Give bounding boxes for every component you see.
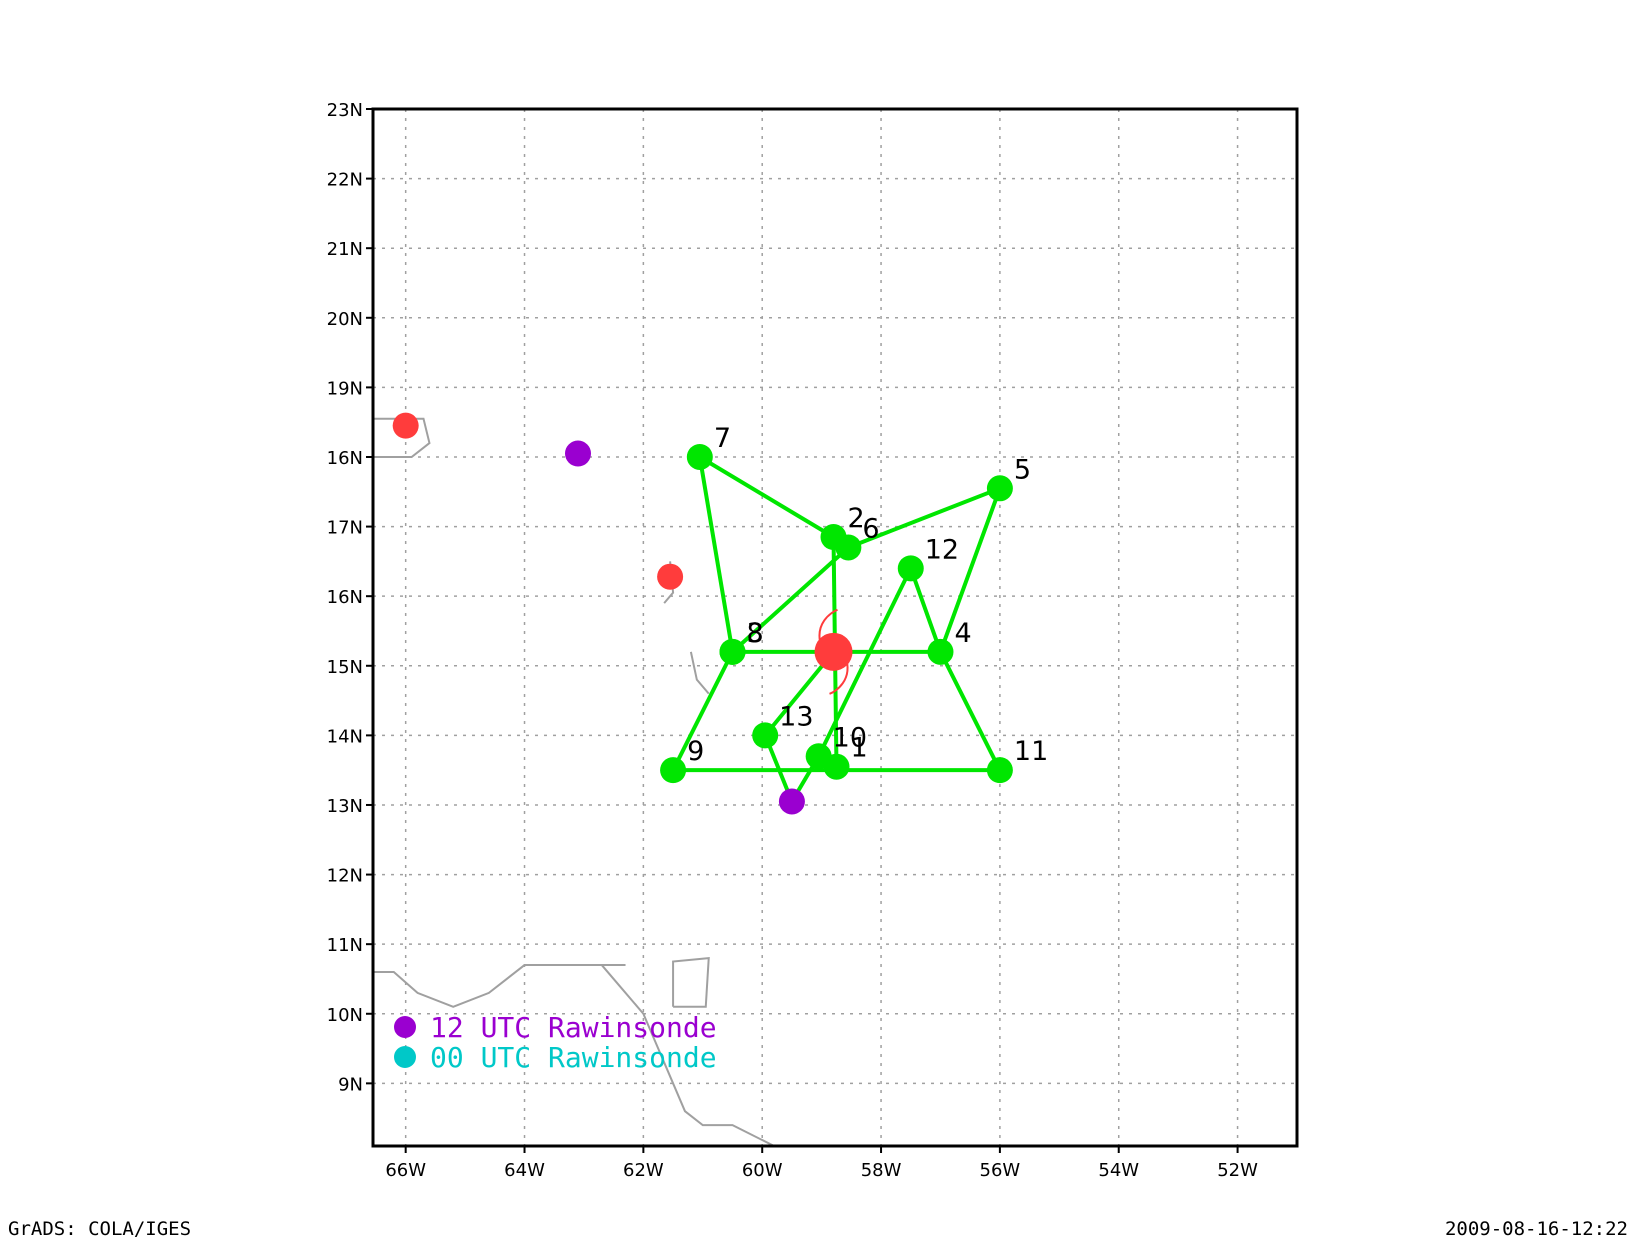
lat-tick-label: 14N (327, 726, 363, 747)
legend-00utc-marker (394, 1046, 416, 1068)
dropsonde-label: 10 (833, 722, 867, 753)
lat-tick-label: 23N (327, 100, 363, 121)
dropsonde-marker (835, 534, 862, 561)
dropsonde-marker (805, 743, 832, 770)
lat-tick-label: 10N (327, 1005, 363, 1026)
dropsonde-label: 11 (1014, 736, 1048, 767)
lat-tick-label: 11N (327, 935, 363, 956)
lon-tick-label: 56W (980, 1160, 1021, 1181)
lat-tick-label: 16N (327, 448, 363, 469)
lat-tick-label: 19N (327, 378, 363, 399)
rawinsonde-12utc-marker (565, 440, 592, 467)
longitude-axis: 66W 64W 62W 60W 58W 56W 54W 52W (385, 1146, 1258, 1181)
coastline-segment (601, 964, 775, 1147)
flight-track (671, 454, 1002, 804)
lat-tick-label: 12N (327, 866, 363, 887)
lon-tick-label: 60W (742, 1160, 783, 1181)
legend-12utc-label: 12 UTC Rawinsonde (430, 1011, 717, 1044)
legend-00utc-label: 00 UTC Rawinsonde (430, 1041, 717, 1074)
lat-tick-label: 16N (327, 587, 363, 608)
lon-tick-label: 64W (504, 1160, 545, 1181)
lat-tick-label: 21N (327, 239, 363, 260)
dropsonde-label: 1 (850, 733, 867, 764)
map-frame (371, 107, 1299, 1148)
dropsonde-marker (927, 638, 954, 665)
dropsonde-label: 4 (954, 618, 971, 649)
dropsonde-label: 2 (848, 503, 865, 534)
rawinsonde-12utc-marker (778, 788, 805, 815)
dropsonde-label: 12 (925, 534, 959, 565)
dropsonde-label: 5 (1014, 454, 1031, 485)
dropsonde-marker (752, 722, 779, 749)
dropsonde-marker (719, 638, 746, 665)
flight-track-line (671, 454, 1002, 804)
lon-tick-label: 62W (623, 1160, 664, 1181)
lat-tick-label: 20N (327, 309, 363, 330)
legend-12utc-marker (394, 1016, 416, 1038)
dropsonde-marker (986, 475, 1013, 502)
lon-tick-label: 66W (385, 1160, 426, 1181)
footer-timestamp: 2009-08-16-12:22 (1444, 1218, 1628, 1240)
dropsonde-label: 8 (746, 618, 763, 649)
lon-tick-label: 58W (861, 1160, 902, 1181)
footer-credit: GrADS: COLA/IGES (8, 1218, 192, 1240)
storm-center-marker (814, 632, 853, 671)
dropsonde-marker (660, 757, 687, 784)
dropsonde-marker (897, 555, 924, 582)
legend: 12 UTC Rawinsonde 00 UTC Rawinsonde (394, 1011, 717, 1074)
lat-tick-label: 13N (327, 796, 363, 817)
dropsonde-label: 3 (746, 618, 763, 649)
dropsonde-marker (686, 443, 713, 470)
dropsonde-label: 6 (862, 513, 879, 544)
dropsonde-label: 7 (714, 423, 731, 454)
lon-tick-label: 54W (1098, 1160, 1139, 1181)
coastline-segment (373, 964, 626, 1008)
coastline-segment (672, 956, 710, 1008)
lat-tick-label: 9N (338, 1074, 363, 1095)
lat-tick-label: 17N (327, 518, 363, 539)
dropsonde-marker (986, 757, 1013, 784)
lat-tick-label: 22N (327, 170, 363, 191)
latitude-axis: 23N 22N 21N 20N 19N 16N 17N 16N 15N 14N 13N 12N 11N 1… (327, 100, 373, 1095)
storm-position-marker (657, 563, 684, 590)
dropsonde-label: 13 (779, 701, 813, 732)
sonde-markers (392, 412, 1013, 815)
coastline-segment (689, 651, 710, 695)
lon-tick-label: 52W (1217, 1160, 1258, 1181)
dropsonde-label: 9 (687, 736, 704, 767)
lat-tick-label: 15N (327, 657, 363, 678)
storm-position-marker (392, 412, 419, 439)
